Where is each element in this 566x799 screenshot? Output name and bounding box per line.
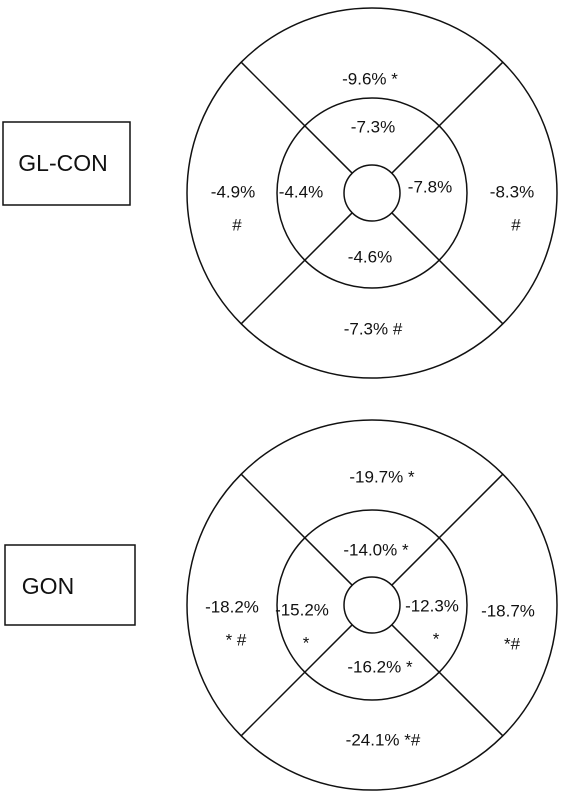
group-label: GON [22,573,74,599]
region-value: -4.9% [211,182,255,201]
group-label: GL-CON [18,150,107,176]
region-value: * [303,633,310,652]
divider [240,473,353,586]
region-value: -18.2% [205,597,259,616]
region-value: * # [226,630,247,649]
region-value: -14.0% * [343,540,409,559]
divider [391,61,504,174]
region-value: -4.6% [348,247,392,266]
region-value: -12.3% [405,596,459,615]
region-value: -24.1% *# [346,730,421,749]
divider [240,212,353,325]
region-value: -7.3% [351,117,395,136]
region-value: # [511,215,521,234]
region-value: *# [504,634,521,653]
region-value: -7.8% [408,177,452,196]
ring [186,7,558,379]
region-value: -18.7% [481,601,535,620]
divider [240,61,353,174]
label-box [2,121,131,206]
ring [276,509,468,701]
region-value: -7.3% # [344,319,403,338]
ring [343,576,401,634]
divider [240,624,353,737]
divider [391,624,504,737]
label-box [4,544,136,626]
region-value: -9.6% * [342,69,398,88]
divider [391,473,504,586]
divider [391,212,504,325]
region-value: -4.4% [279,182,323,201]
region-value: -16.2% * [347,657,413,676]
ring [186,419,558,791]
region-value: -15.2% [275,600,329,619]
region-value: -8.3% [490,182,534,201]
region-value: -19.7% * [349,467,415,486]
region-value: # [232,215,242,234]
ring [276,97,468,289]
region-value: * [433,629,440,648]
ring [343,164,401,222]
